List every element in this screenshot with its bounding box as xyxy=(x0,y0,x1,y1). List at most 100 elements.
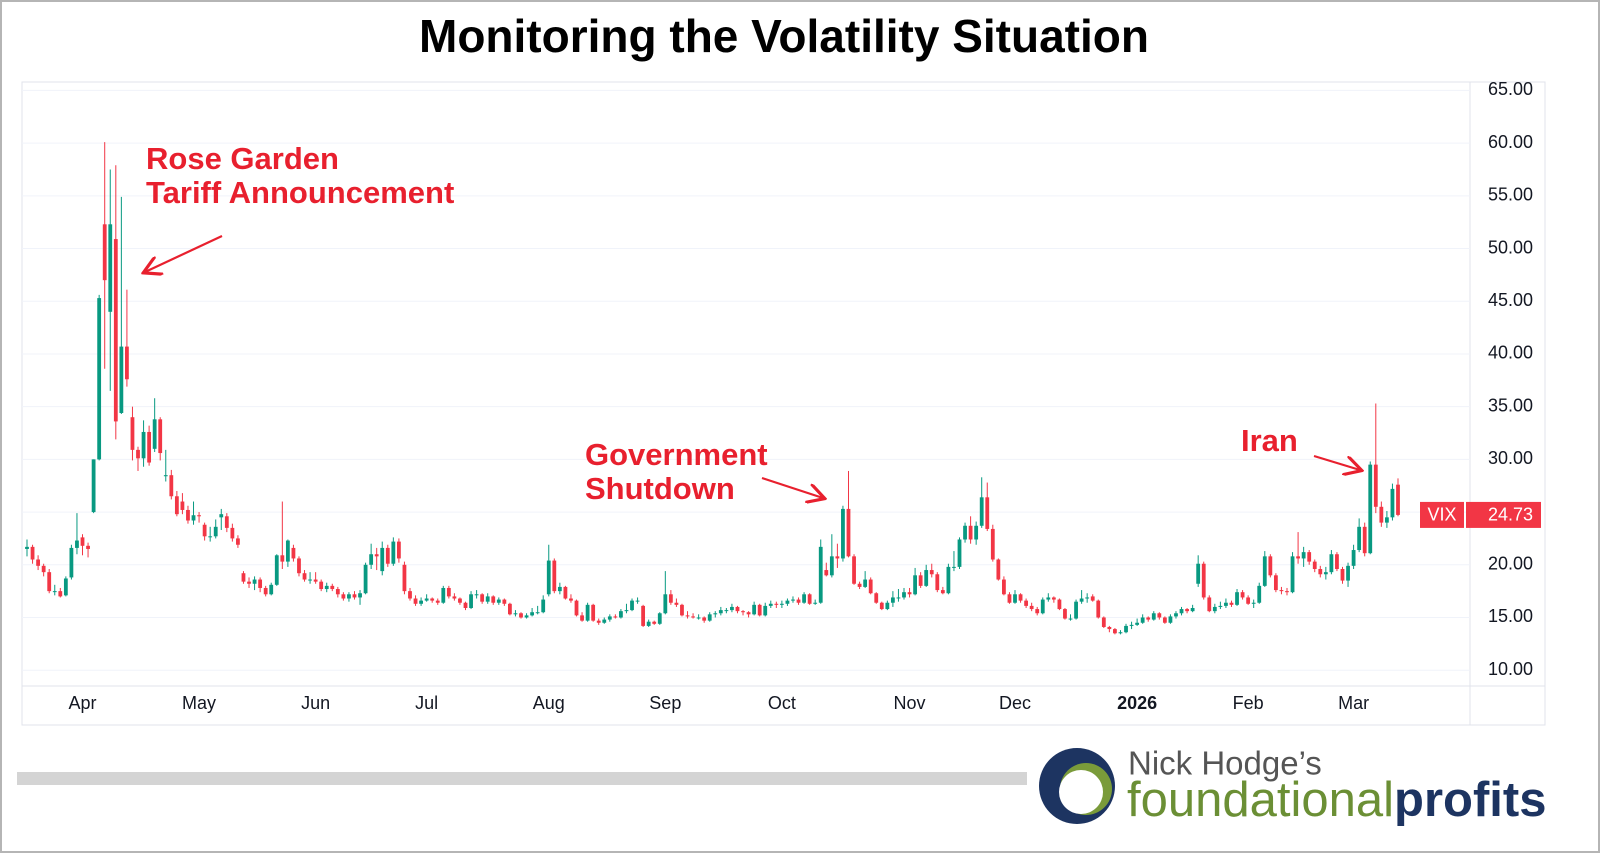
candle-body xyxy=(1157,613,1162,618)
candle-body xyxy=(1113,629,1117,634)
candle-body xyxy=(91,459,96,513)
candle-body xyxy=(169,475,174,497)
candle-body xyxy=(419,600,423,604)
candle-body xyxy=(1212,606,1217,612)
y-tick-label: 55.00 xyxy=(1488,185,1533,205)
scrollbar[interactable] xyxy=(17,772,1027,785)
candle-body xyxy=(741,611,745,613)
annotation: Government xyxy=(585,437,768,472)
candle-body xyxy=(530,612,535,616)
y-tick-label: 30.00 xyxy=(1488,448,1533,468)
candle-body xyxy=(1307,552,1312,562)
price-tag-name-bg xyxy=(1420,501,1464,528)
candle-body xyxy=(435,600,440,603)
candle-body xyxy=(1046,597,1051,600)
brand-accent: profits xyxy=(1394,773,1546,827)
candle-body xyxy=(1390,488,1395,518)
candle-body xyxy=(313,579,318,582)
candle-body xyxy=(141,431,146,459)
candle-body xyxy=(263,587,268,595)
candle-body xyxy=(1251,602,1256,604)
candle-body xyxy=(757,604,762,616)
x-tick-label: Feb xyxy=(1233,693,1264,713)
candle-body xyxy=(1323,572,1328,575)
brand-main: foundational xyxy=(1127,773,1394,827)
x-tick-label: Aug xyxy=(533,693,565,713)
candle-body xyxy=(319,581,324,590)
candle-body xyxy=(452,596,457,599)
candle-body xyxy=(613,616,618,618)
candle-body xyxy=(291,547,296,559)
chart-title: Monitoring the Volatility Situation xyxy=(419,10,1149,62)
candle-body xyxy=(896,597,901,599)
candle-body xyxy=(1290,556,1295,593)
candle-body xyxy=(835,556,840,559)
x-tick-label: Sep xyxy=(649,693,681,713)
candle-body xyxy=(607,616,612,620)
candle-body xyxy=(619,611,623,618)
candle-body xyxy=(1129,624,1134,626)
candle-body xyxy=(80,537,85,546)
y-tick-label: 10.00 xyxy=(1488,659,1533,679)
candle-body xyxy=(602,619,607,623)
candle-body xyxy=(907,592,912,595)
y-tick-label: 60.00 xyxy=(1488,132,1533,152)
candle-body xyxy=(1373,464,1378,507)
candle-body xyxy=(746,612,751,615)
candle-body xyxy=(641,605,646,626)
candle-body xyxy=(630,600,634,611)
candle-body xyxy=(1218,605,1223,607)
candle-body xyxy=(41,565,46,573)
candle-body xyxy=(829,556,834,576)
y-tick-label: 20.00 xyxy=(1488,554,1533,574)
x-tick-label: Jun xyxy=(301,693,330,713)
candle-body xyxy=(1135,622,1140,625)
candle-body xyxy=(1124,625,1128,633)
candle-body xyxy=(1285,591,1289,593)
y-tick-label: 65.00 xyxy=(1488,79,1533,99)
candle-body xyxy=(219,514,224,518)
candle-body xyxy=(236,538,240,545)
logo: Nick Hodge’s foundationalprofits xyxy=(1039,745,1546,827)
candle-body xyxy=(874,593,879,603)
candle-body xyxy=(885,602,890,610)
candle-body xyxy=(1190,607,1195,612)
candle-body xyxy=(696,617,701,619)
annotation: Tariff Announcement xyxy=(146,175,454,210)
candle-body xyxy=(735,606,740,612)
candle-body xyxy=(957,539,962,567)
candle-body xyxy=(174,496,179,515)
candle-body xyxy=(1351,550,1356,566)
candle-body xyxy=(358,593,362,598)
candle-body xyxy=(152,419,157,449)
candle-body xyxy=(952,566,956,568)
candle-body xyxy=(36,559,41,566)
candle-body xyxy=(69,547,74,578)
candle-body xyxy=(1029,605,1034,610)
candle-body xyxy=(385,547,390,564)
candle-body xyxy=(846,508,851,557)
candle-body xyxy=(1329,554,1334,573)
annotation: Iran xyxy=(1241,423,1298,458)
candle-body xyxy=(1368,464,1373,554)
candle-body xyxy=(818,546,823,603)
candle-body xyxy=(413,598,418,604)
candle-body xyxy=(1090,596,1095,601)
candle-body xyxy=(297,558,301,574)
logo-mark xyxy=(1059,770,1103,814)
x-tick-label: Mar xyxy=(1338,693,1369,713)
candle-body xyxy=(1079,598,1084,602)
candle-body xyxy=(591,604,596,621)
candle-body xyxy=(563,586,568,599)
candle-body xyxy=(369,554,374,565)
candle-body xyxy=(230,527,235,539)
candle-body xyxy=(136,449,140,459)
candle-body xyxy=(63,578,68,596)
candle-body xyxy=(274,555,279,585)
candle-body xyxy=(774,603,779,605)
candle-body xyxy=(285,540,290,562)
candle-body xyxy=(668,594,673,603)
candle-body xyxy=(380,547,385,572)
candle-body xyxy=(113,239,118,422)
